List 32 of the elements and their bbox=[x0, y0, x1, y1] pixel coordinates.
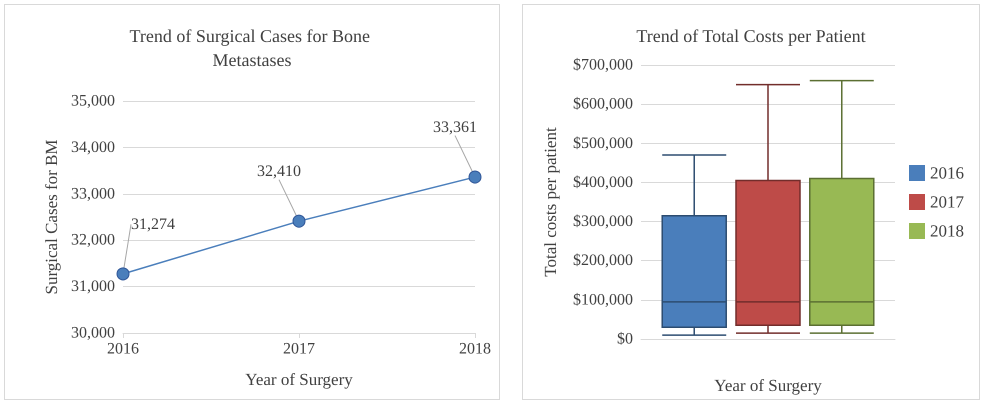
legend-label: 2016 bbox=[930, 164, 964, 182]
y-axis-title: Surgical Cases for BM bbox=[42, 139, 62, 295]
chart-title: Trend of Surgical Cases for Bone Metastases bbox=[130, 26, 374, 70]
data-label: 33,361 bbox=[433, 119, 477, 136]
y-tick-label: $200,000 bbox=[573, 252, 633, 270]
x-axis-title: Year of Surgery bbox=[714, 376, 822, 395]
data-label: 32,410 bbox=[257, 163, 301, 180]
x-tick-label: 2016 bbox=[107, 340, 139, 358]
y-tick-label: 35,000 bbox=[71, 92, 115, 110]
point bbox=[468, 170, 482, 184]
x-tick-label: 2018 bbox=[459, 340, 491, 358]
chart-title: Trend of Total Costs per Patient bbox=[636, 26, 866, 46]
x-tick-label: 2017 bbox=[283, 340, 315, 358]
y-tick-label: 34,000 bbox=[71, 138, 115, 156]
y-tick-label: $300,000 bbox=[573, 213, 633, 230]
legend-label: 2018 bbox=[930, 222, 964, 240]
x-axis-title: Year of Surgery bbox=[245, 370, 354, 389]
y-tick-label: 33,000 bbox=[71, 185, 115, 202]
legend-label: 2017 bbox=[930, 192, 964, 212]
y-tick-label: 32,000 bbox=[71, 232, 115, 249]
point bbox=[292, 214, 306, 228]
y-tick-label: $0 bbox=[617, 330, 633, 348]
y-tick-label: $600,000 bbox=[573, 96, 633, 113]
data-label: 31,274 bbox=[131, 216, 175, 233]
y-tick-label: 30,000 bbox=[71, 324, 115, 342]
y-tick-label: $500,000 bbox=[573, 134, 633, 152]
y-tick-label: 31,000 bbox=[71, 278, 115, 296]
point bbox=[116, 267, 130, 280]
y-tick-label: $400,000 bbox=[573, 174, 633, 191]
y-axis-title: Total costs per patient bbox=[541, 127, 560, 277]
y-tick-label: $100,000 bbox=[573, 291, 633, 308]
y-tick-label: $700,000 bbox=[573, 56, 633, 74]
